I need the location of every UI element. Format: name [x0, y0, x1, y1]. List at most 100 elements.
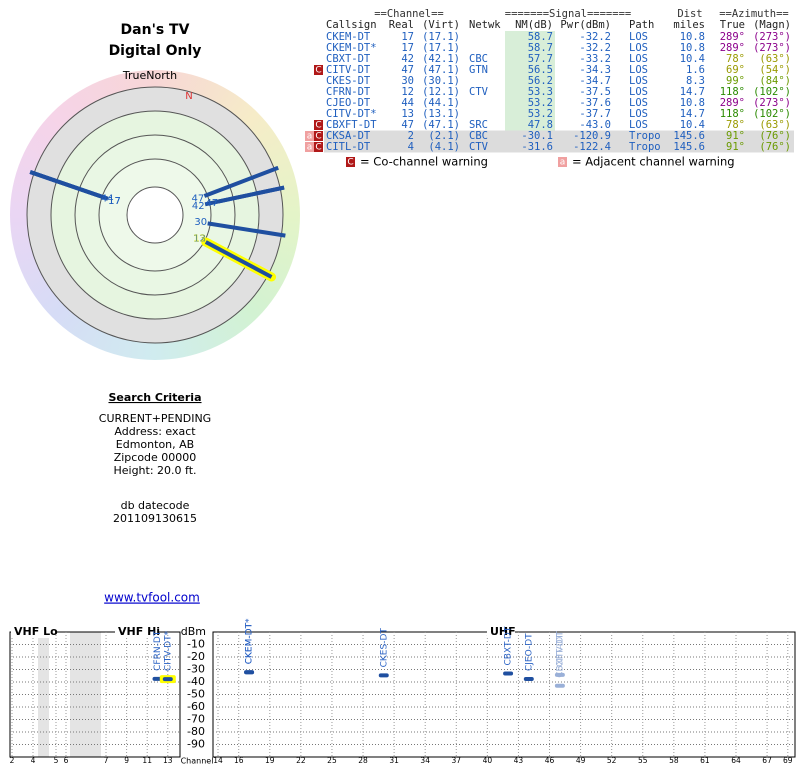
row-bg — [324, 130, 794, 142]
x-tick-label: 16 — [234, 756, 244, 765]
ray — [204, 240, 273, 279]
cell: -33.2 — [579, 53, 611, 65]
cell: 53.2 — [528, 97, 553, 109]
ray-label: 13 — [193, 234, 206, 245]
y-tick-label: -80 — [187, 725, 205, 738]
cell: CFRN-DT — [326, 86, 371, 98]
cell: 42 — [401, 53, 414, 65]
cell: LOS — [629, 97, 648, 109]
cell: 44 — [401, 97, 414, 109]
warning-icon — [346, 157, 355, 167]
cell: Tropo — [629, 130, 661, 142]
site-link[interactable]: www.tvfool.com — [104, 591, 200, 605]
signal-mark — [554, 672, 565, 677]
cell: 99° — [726, 75, 745, 87]
warning-icon — [305, 142, 314, 152]
signal-mark — [162, 677, 173, 682]
x-tick-label: 40 — [483, 756, 493, 765]
column-header: (Magn) — [753, 19, 791, 31]
column-header: Netwk — [469, 19, 501, 31]
cell: CBC — [469, 53, 488, 65]
cell: 47 — [401, 119, 414, 131]
cell: (13.1) — [422, 108, 460, 120]
ring — [126, 186, 184, 244]
cell: 289° — [720, 42, 745, 54]
warning-letter: C — [315, 121, 321, 131]
group-header: ==Channel== — [374, 8, 444, 20]
cell: CTV — [469, 141, 489, 153]
x-axis-label: Channel — [181, 757, 214, 766]
x-tick-label: 25 — [327, 756, 337, 765]
cell: (84°) — [759, 75, 791, 87]
cell: (12.1) — [422, 86, 460, 98]
cell: 2 — [408, 130, 414, 142]
column-header: Callsign — [326, 19, 377, 31]
x-tick-label: 7 — [104, 756, 109, 765]
search-line: Height: 20.0 ft. — [113, 464, 196, 477]
cell: (17.1) — [422, 42, 460, 54]
x-tick-label: 52 — [607, 756, 617, 765]
cell: -30.1 — [521, 130, 553, 142]
cell: -31.6 — [521, 141, 553, 153]
cell: 8.3 — [686, 75, 705, 87]
x-tick-label: 22 — [296, 756, 306, 765]
cell: (63°) — [759, 119, 791, 131]
cell: 1.6 — [686, 64, 705, 76]
cell: -120.9 — [573, 130, 611, 142]
cell: 10.4 — [680, 119, 705, 131]
cell: LOS — [629, 42, 648, 54]
cell: (44.1) — [422, 97, 460, 109]
datecode-label: db datecode — [121, 499, 190, 512]
group-header: =======Signal======= — [505, 8, 631, 20]
x-tick-label: 19 — [265, 756, 275, 765]
cell: (273°) — [753, 97, 791, 109]
cell: 14.7 — [680, 108, 705, 120]
magnetic-north: N — [185, 91, 192, 102]
ray — [207, 221, 286, 238]
cell: 118° — [720, 86, 745, 98]
cell: (47.1) — [422, 119, 460, 131]
x-tick-label: 64 — [731, 756, 741, 765]
cell: -122.4 — [573, 141, 611, 153]
x-tick-label: 55 — [638, 756, 648, 765]
cell: 145.6 — [673, 130, 705, 142]
y-tick-label: -60 — [187, 700, 205, 713]
cell: CBC — [469, 130, 488, 142]
x-tick-label: 9 — [124, 756, 129, 765]
x-tick-label: 49 — [576, 756, 586, 765]
band-label-bg — [115, 626, 159, 638]
warning-icon — [305, 131, 314, 141]
cell: -32.2 — [579, 31, 611, 43]
cell: 47 — [401, 64, 414, 76]
y-tick-label: -70 — [187, 713, 205, 726]
subtitle: Digital Only — [109, 43, 202, 59]
cell: GTN — [469, 64, 488, 76]
cell: 10.8 — [680, 42, 705, 54]
cell: LOS — [629, 108, 648, 120]
signal-label: CFRN-DT — [153, 630, 163, 671]
column-header: NM(dB) — [515, 19, 553, 31]
cell: CTV — [469, 86, 489, 98]
cell: -37.5 — [579, 86, 611, 98]
cell: (63°) — [759, 53, 791, 65]
search-line: Edmonton, AB — [116, 438, 194, 451]
cell: (273°) — [753, 31, 791, 43]
cell: 57.7 — [528, 53, 553, 65]
warning-letter: C — [315, 66, 321, 76]
cell: -34.3 — [579, 64, 611, 76]
column-header: Path — [629, 19, 654, 31]
x-tick-label: 46 — [545, 756, 555, 765]
cell: -37.7 — [579, 108, 611, 120]
cell: CITV-DT — [326, 64, 371, 76]
warning-letter: a — [560, 158, 566, 168]
cell: 56.5 — [528, 64, 553, 76]
column-header: miles — [673, 19, 705, 31]
column-header: (Virt) — [422, 19, 460, 31]
north-label: TrueNorth — [122, 69, 177, 82]
signal-mark — [503, 671, 514, 676]
cell: (42.1) — [422, 53, 460, 65]
cell: 10.8 — [680, 31, 705, 43]
cell: LOS — [629, 75, 648, 87]
